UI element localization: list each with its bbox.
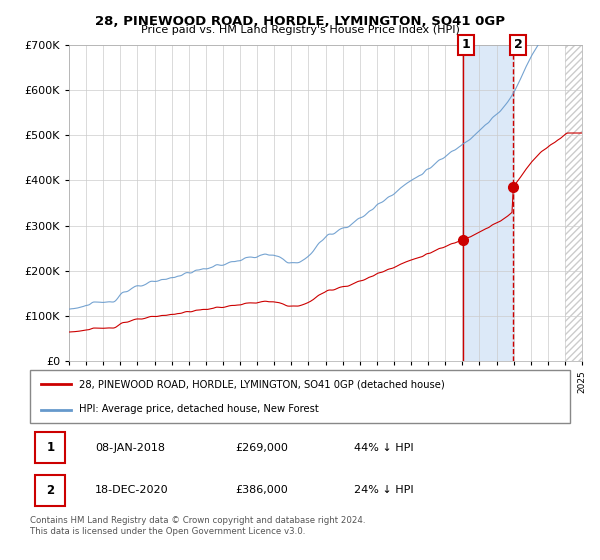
Text: 44% ↓ HPI: 44% ↓ HPI [354,443,413,453]
Text: 2: 2 [46,484,55,497]
FancyBboxPatch shape [35,475,65,506]
Text: £386,000: £386,000 [235,485,288,495]
Text: 08-JAN-2018: 08-JAN-2018 [95,443,165,453]
Text: 18-DEC-2020: 18-DEC-2020 [95,485,169,495]
Text: 1: 1 [462,38,470,52]
Bar [565,45,582,361]
Text: 28, PINEWOOD ROAD, HORDLE, LYMINGTON, SO41 0GP: 28, PINEWOOD ROAD, HORDLE, LYMINGTON, SO… [95,15,505,27]
Text: 2: 2 [514,38,523,52]
Text: £269,000: £269,000 [235,443,288,453]
FancyBboxPatch shape [35,432,65,463]
Text: 24% ↓ HPI: 24% ↓ HPI [354,485,413,495]
Text: Price paid vs. HM Land Registry's House Price Index (HPI): Price paid vs. HM Land Registry's House … [140,25,460,35]
Text: 28, PINEWOOD ROAD, HORDLE, LYMINGTON, SO41 0GP (detached house): 28, PINEWOOD ROAD, HORDLE, LYMINGTON, SO… [79,380,445,390]
Bar [565,45,582,361]
Text: HPI: Average price, detached house, New Forest: HPI: Average price, detached house, New … [79,404,319,414]
Text: Contains HM Land Registry data © Crown copyright and database right 2024.
This d: Contains HM Land Registry data © Crown c… [30,516,365,536]
Text: 1: 1 [46,441,55,454]
Bar [463,45,513,361]
FancyBboxPatch shape [30,370,570,423]
